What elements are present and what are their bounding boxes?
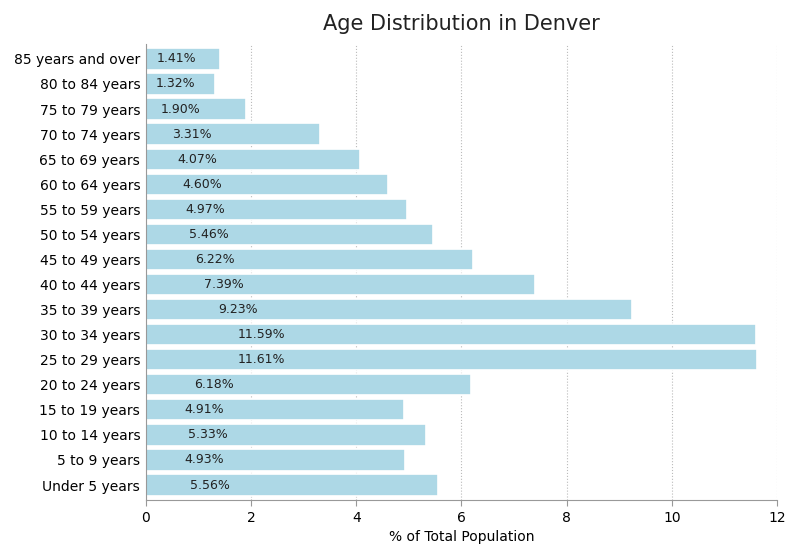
Bar [146, 174, 388, 195]
Text: 11.59%: 11.59% [237, 328, 285, 341]
Bar [146, 474, 438, 496]
Bar [146, 98, 246, 119]
Text: 6.22%: 6.22% [195, 253, 234, 266]
Text: 5.33%: 5.33% [188, 429, 227, 441]
Bar [146, 224, 433, 245]
Bar [146, 374, 471, 396]
Text: 1.32%: 1.32% [156, 78, 196, 90]
Bar [146, 349, 757, 371]
Text: 1.41%: 1.41% [157, 52, 197, 65]
Bar [146, 123, 320, 145]
Bar [146, 399, 404, 421]
Bar [146, 449, 405, 470]
Text: 5.56%: 5.56% [190, 479, 230, 492]
Bar [146, 324, 756, 345]
Text: 6.18%: 6.18% [194, 378, 234, 391]
Text: 4.97%: 4.97% [185, 203, 225, 216]
Text: 5.46%: 5.46% [189, 228, 229, 241]
Text: 3.31%: 3.31% [172, 128, 211, 141]
Text: 4.60%: 4.60% [182, 178, 222, 191]
X-axis label: % of Total Population: % of Total Population [389, 530, 534, 544]
Bar [146, 48, 220, 70]
Bar [146, 73, 215, 95]
Bar [146, 148, 360, 170]
Bar [146, 199, 407, 220]
Text: 4.93%: 4.93% [185, 454, 224, 466]
Text: 9.23%: 9.23% [218, 303, 258, 316]
Text: 4.91%: 4.91% [185, 403, 224, 416]
Bar [146, 249, 473, 270]
Bar [146, 424, 426, 445]
Bar [146, 274, 534, 295]
Title: Age Distribution in Denver: Age Distribution in Denver [323, 14, 600, 34]
Text: 1.90%: 1.90% [161, 103, 201, 116]
Text: 4.07%: 4.07% [178, 153, 218, 166]
Text: 7.39%: 7.39% [204, 278, 244, 291]
Text: 11.61%: 11.61% [238, 353, 285, 366]
Bar [146, 299, 631, 320]
